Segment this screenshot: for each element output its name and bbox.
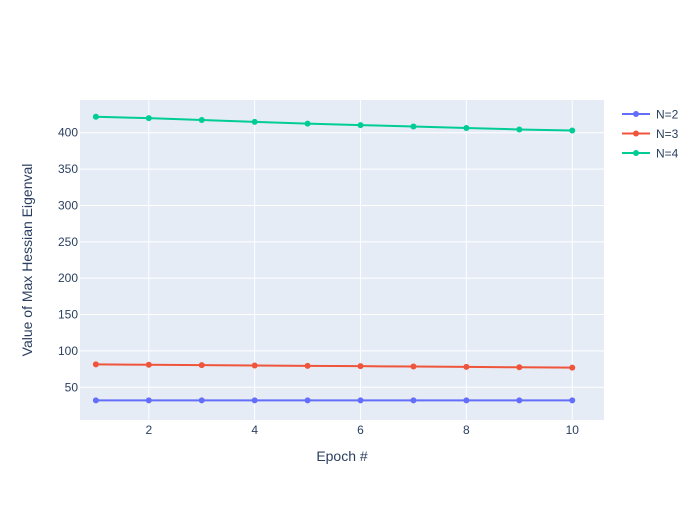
- x-axis-label: Epoch #: [316, 448, 368, 464]
- series-line: [95, 363, 573, 369]
- data-point: [569, 397, 576, 404]
- data-point: [410, 123, 417, 130]
- data-point: [251, 362, 258, 369]
- series-line: [95, 115, 573, 132]
- y-tick-label: 400: [58, 126, 78, 140]
- legend-item[interactable]: N=3: [622, 127, 679, 141]
- legend-swatch-marker: [633, 150, 639, 156]
- data-point: [357, 397, 364, 404]
- legend-item[interactable]: N=4: [622, 147, 679, 161]
- data-point: [410, 363, 417, 370]
- data-point: [569, 364, 576, 371]
- series-N=4: [92, 113, 576, 134]
- data-point: [463, 125, 470, 131]
- y-tick-label: 250: [58, 235, 78, 249]
- data-point: [198, 362, 205, 369]
- x-tick-label: 2: [145, 423, 152, 437]
- data-point: [92, 361, 99, 368]
- data-point: [304, 362, 311, 369]
- x-tick-label: 8: [463, 423, 470, 437]
- legend-item[interactable]: N=2: [622, 108, 679, 122]
- series-group: [92, 113, 576, 404]
- legend-label: N=2: [656, 108, 679, 122]
- series-N=3: [92, 361, 576, 371]
- tick-labels: 2 4 6 8 10 50 100 150 200 250 300 350 400: [58, 126, 579, 437]
- x-tick-label: 10: [566, 423, 580, 437]
- y-tick-label: 100: [58, 344, 78, 358]
- y-tick-label: 150: [58, 308, 78, 322]
- data-point: [251, 118, 258, 125]
- data-point: [463, 363, 470, 370]
- gridlines: [80, 100, 604, 420]
- series-N=2: [92, 397, 576, 404]
- data-point: [304, 120, 311, 127]
- y-axis-label: Value of Max Hessian Eigenval: [19, 164, 35, 357]
- data-point: [251, 397, 258, 404]
- legend-label: N=4: [656, 147, 679, 161]
- data-point: [145, 361, 152, 368]
- data-point: [92, 397, 99, 404]
- data-point: [516, 397, 523, 404]
- data-point: [145, 397, 152, 404]
- y-tick-label: 350: [58, 162, 78, 176]
- x-tick-label: 6: [357, 423, 364, 437]
- x-tick-label: 4: [251, 423, 258, 437]
- y-tick-label: 200: [58, 271, 78, 285]
- data-point: [516, 126, 523, 133]
- legend-label: N=3: [656, 127, 679, 141]
- data-point: [516, 364, 523, 371]
- data-point: [198, 117, 205, 123]
- y-tick-label: 50: [65, 380, 79, 394]
- data-point: [198, 397, 205, 404]
- legend[interactable]: N=2 N=3 N=4: [622, 108, 679, 161]
- data-point: [410, 397, 417, 404]
- y-tick-label: 300: [58, 198, 78, 212]
- data-point: [92, 113, 99, 120]
- legend-swatch-marker: [633, 130, 639, 137]
- data-point: [569, 127, 576, 134]
- plot-background: [80, 100, 604, 420]
- legend-swatch-marker: [633, 111, 639, 117]
- data-point: [463, 397, 470, 404]
- data-point: [357, 122, 364, 129]
- data-point: [357, 363, 364, 370]
- data-point: [145, 115, 152, 122]
- data-point: [304, 397, 311, 404]
